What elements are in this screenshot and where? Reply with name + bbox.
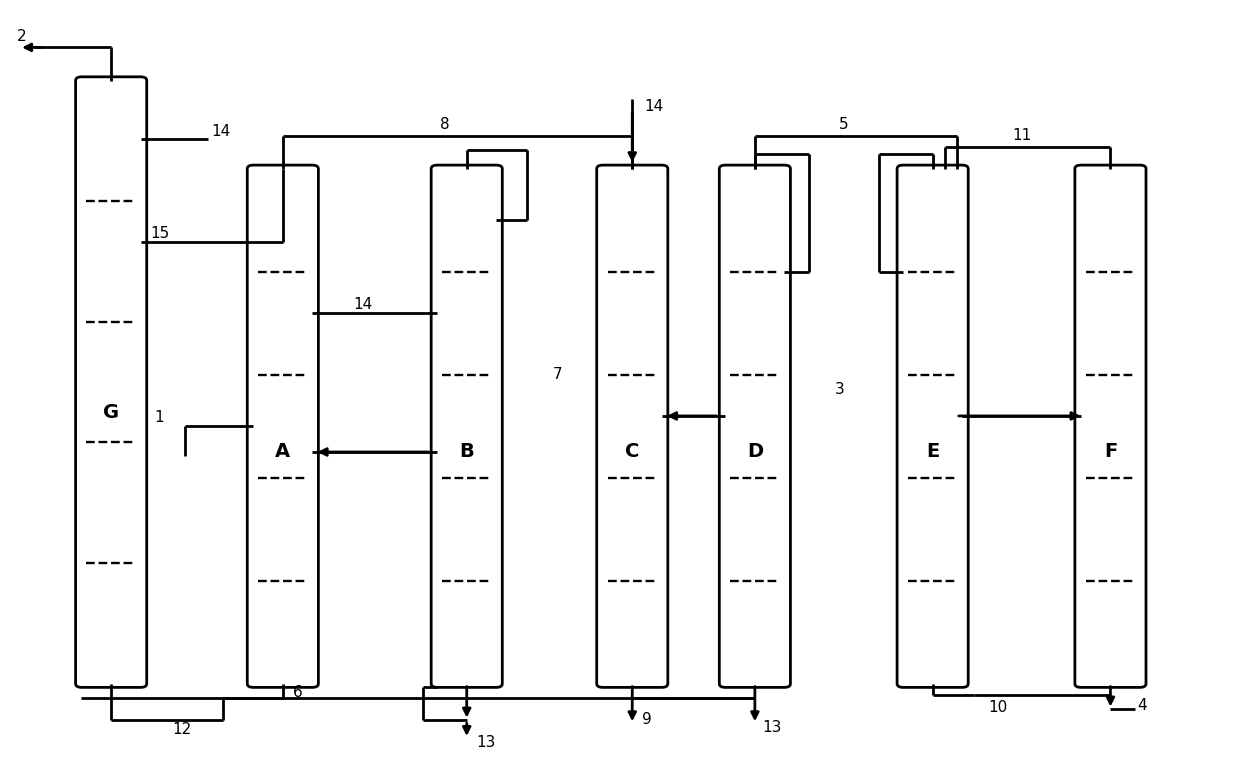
Text: 7: 7 (553, 367, 562, 382)
Text: 4: 4 (1137, 698, 1147, 713)
Text: C: C (625, 443, 640, 462)
Text: 8: 8 (440, 117, 450, 132)
Text: 12: 12 (172, 722, 192, 737)
Text: E: E (926, 443, 939, 462)
FancyBboxPatch shape (596, 165, 668, 687)
Text: 13: 13 (763, 721, 781, 735)
FancyBboxPatch shape (432, 165, 502, 687)
FancyBboxPatch shape (897, 165, 968, 687)
Text: 5: 5 (839, 117, 848, 132)
Text: 14: 14 (645, 98, 663, 114)
Text: 14: 14 (212, 124, 231, 139)
Text: D: D (746, 443, 763, 462)
FancyBboxPatch shape (719, 165, 790, 687)
Text: 15: 15 (150, 226, 170, 241)
Text: G: G (103, 403, 119, 422)
FancyBboxPatch shape (1075, 165, 1146, 687)
Text: F: F (1104, 443, 1117, 462)
Text: 2: 2 (17, 29, 26, 44)
Text: 14: 14 (353, 297, 372, 312)
Text: 11: 11 (1012, 128, 1032, 143)
FancyBboxPatch shape (247, 165, 319, 687)
Text: B: B (459, 443, 474, 462)
Text: A: A (275, 443, 290, 462)
Text: 6: 6 (293, 685, 303, 700)
Text: 3: 3 (835, 382, 844, 397)
Text: 1: 1 (154, 410, 164, 425)
Text: 13: 13 (476, 735, 496, 750)
Text: 9: 9 (642, 712, 652, 727)
FancyBboxPatch shape (76, 76, 146, 687)
Text: 10: 10 (988, 700, 1007, 715)
